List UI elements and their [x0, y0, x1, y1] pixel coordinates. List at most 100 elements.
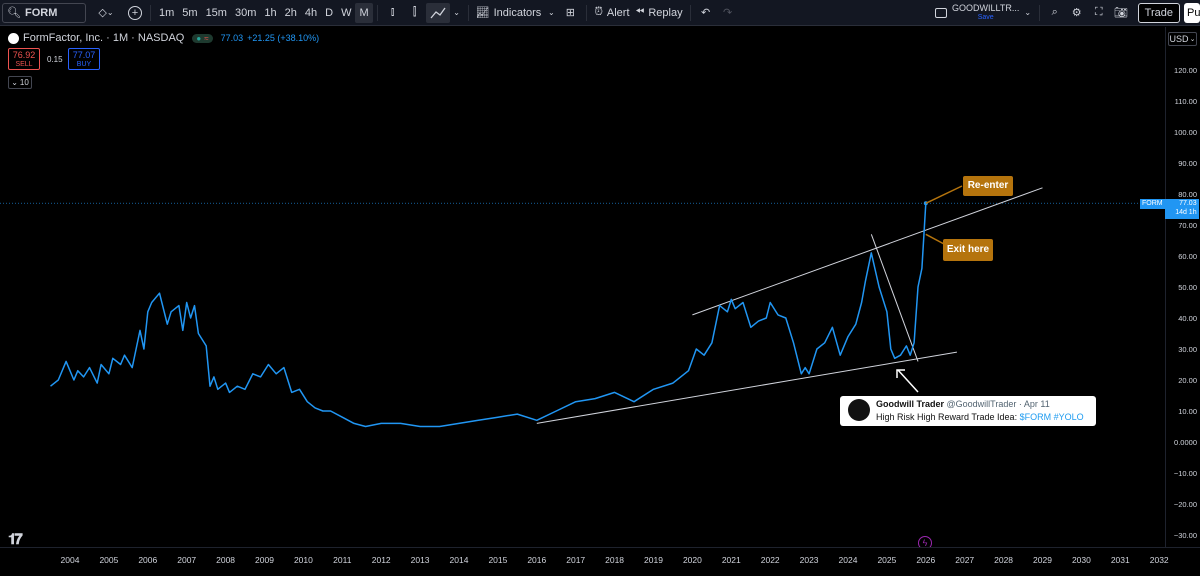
redo-icon: ↷	[722, 7, 733, 19]
save-label: Save	[977, 13, 994, 21]
tweet-hashtag[interactable]: #YOLO	[1053, 412, 1084, 422]
time-tick-label: 2015	[488, 555, 507, 565]
replay-button[interactable]: ⏪︎ Replay	[633, 3, 686, 23]
publish-button[interactable]: Pu	[1184, 2, 1200, 23]
candle-style-button[interactable]: ⫿	[404, 3, 426, 23]
quick-search-button[interactable]: ⌕	[1044, 3, 1066, 23]
price-tick-label: 70.00	[1178, 221, 1197, 230]
search-icon: 🔍︎	[7, 7, 21, 19]
price-tick-label: −30.00	[1174, 531, 1197, 540]
chart-type-dropdown[interactable]: ⌄	[450, 3, 464, 23]
symbol-search[interactable]: 🔍︎ FORM	[2, 2, 86, 23]
interval-30m[interactable]: 30m	[234, 6, 257, 19]
tweet-cashtag[interactable]: $FORM	[1019, 412, 1052, 422]
interval-w[interactable]: W	[341, 6, 352, 19]
exit-annotation[interactable]: Exit here	[943, 239, 993, 261]
time-tick-label: 2018	[605, 555, 624, 565]
indicators-dropdown[interactable]: ⌄	[544, 3, 558, 23]
interval-m[interactable]: M	[355, 2, 373, 23]
time-axis[interactable]: 2004 2005 2006 2007 2008 2009 2010 2011 2012 2013…	[0, 547, 1200, 570]
interval-1m[interactable]: 1m	[159, 6, 175, 19]
alert-button[interactable]: ⏰︎ Alert	[591, 3, 632, 23]
layout-name-button[interactable]: GOODWILLTR... Save	[951, 1, 1021, 25]
buy-price: 77.07	[72, 50, 96, 60]
fullscreen-button[interactable]: ⛶	[1088, 3, 1110, 23]
time-tick-label: 2020	[683, 555, 702, 565]
undo-icon: ↶	[700, 7, 711, 19]
price-tick-label: 60.00	[1178, 252, 1197, 261]
interval-15m[interactable]: 15m	[205, 6, 227, 19]
sell-price: 76.92	[12, 50, 36, 60]
price-axis[interactable]: 120.00 110.00 100.00 90.00 80.00 70.00 60.00 50…	[1165, 27, 1200, 547]
line-chart-icon	[430, 7, 446, 18]
rewind-icon: ⏪︎	[635, 6, 645, 18]
reenter-annotation[interactable]: Re-enter	[963, 176, 1013, 196]
tweet-author: Goodwill Trader	[876, 399, 945, 409]
currency-selector[interactable]: USD ⌄	[1168, 32, 1197, 46]
time-tick-label: 2026	[916, 555, 935, 565]
indicator-count: 10	[19, 78, 29, 87]
time-tick-label: 2006	[138, 555, 157, 565]
price-tick-label: 40.00	[1178, 314, 1197, 323]
layout-dropdown[interactable]: ⌄	[1021, 3, 1035, 23]
chart-pane[interactable]	[0, 27, 1165, 547]
grid-icon: ⊞	[565, 7, 575, 19]
bar-style-button[interactable]: ⫾	[382, 3, 404, 23]
square-icon	[934, 7, 947, 18]
symbol-legend: FormFactor, Inc. · 1M · NASDAQ ● ≈ 77.03 …	[8, 32, 319, 44]
tradingview-logo[interactable]: 𝟏𝟕	[8, 531, 23, 548]
layouts-button[interactable]: ⊞	[558, 3, 582, 23]
spread-value: 0.15	[47, 55, 63, 64]
price-tick-label: 90.00	[1178, 159, 1197, 168]
buy-label: BUY	[76, 61, 92, 68]
replay-label: Replay	[648, 6, 683, 19]
time-tick-label: 2010	[294, 555, 313, 565]
symbol-label: FORM	[24, 6, 58, 19]
chevron-down-icon: ⌄	[1189, 36, 1196, 43]
alert-label: Alert	[606, 6, 630, 19]
time-tick-label: 2014	[450, 555, 469, 565]
compare-button[interactable]: +	[124, 3, 146, 23]
redo-button[interactable]: ↷	[717, 3, 739, 23]
plus-circle-icon: +	[128, 5, 142, 20]
interval-5m[interactable]: 5m	[182, 6, 198, 19]
indicators-icon: 📈︎	[475, 7, 490, 19]
currency-label: USD	[1169, 34, 1189, 44]
indicator-collapse-button[interactable]: ⌄ 10	[8, 76, 32, 89]
interval-2h[interactable]: 2h	[284, 6, 297, 19]
time-tick-label: 2027	[955, 555, 974, 565]
exit-connector	[925, 233, 945, 245]
sell-button[interactable]: 76.92 SELL	[8, 48, 40, 70]
bars-icon: ⫾	[390, 6, 395, 18]
interval-d[interactable]: D	[325, 6, 334, 19]
undo-button[interactable]: ↶	[695, 3, 717, 23]
interval-group: 1m 5m 15m 30m 1h 2h 4h D W M	[155, 2, 373, 23]
time-tick-label: 2012	[372, 555, 391, 565]
interval-4h[interactable]: 4h	[304, 6, 318, 19]
time-tick-label: 2007	[177, 555, 196, 565]
layout-toggle[interactable]	[931, 3, 951, 23]
tweet-text: High Risk High Reward Trade Idea:	[876, 412, 1020, 422]
trade-button[interactable]: Trade	[1137, 2, 1180, 23]
time-tick-label: 2005	[99, 555, 118, 565]
search-icon: ⌕	[1051, 6, 1058, 18]
time-tick-label: 2011	[333, 555, 352, 565]
chevron-down-icon: ⌄	[453, 8, 460, 17]
tweet-card[interactable]: Goodwill Trader @GoodwillTrader · Apr 11…	[840, 396, 1096, 426]
time-tick-label: 2016	[527, 555, 546, 565]
settings-button[interactable]: ⚙︎	[1066, 3, 1088, 23]
alarm-icon: ⏰︎	[594, 6, 603, 18]
symbol-type-dropdown[interactable]: ◇ ⌄	[88, 3, 124, 23]
price-tick-label: −20.00	[1174, 500, 1197, 509]
price-tag-symbol: FORM	[1140, 199, 1165, 209]
interval-1h[interactable]: 1h	[264, 6, 277, 19]
snapshot-button[interactable]: 📷︎	[1110, 3, 1132, 23]
price-chart[interactable]	[0, 27, 1165, 547]
indicators-button[interactable]: 📈︎ Indicators	[473, 3, 545, 23]
tweet-avatar	[848, 399, 870, 421]
time-tick-label: 2013	[411, 555, 430, 565]
open-dot-icon: ●	[196, 33, 202, 43]
buy-button[interactable]: 77.07 BUY	[68, 48, 100, 70]
line-style-button[interactable]	[425, 2, 450, 23]
price-series-line	[50, 203, 927, 428]
